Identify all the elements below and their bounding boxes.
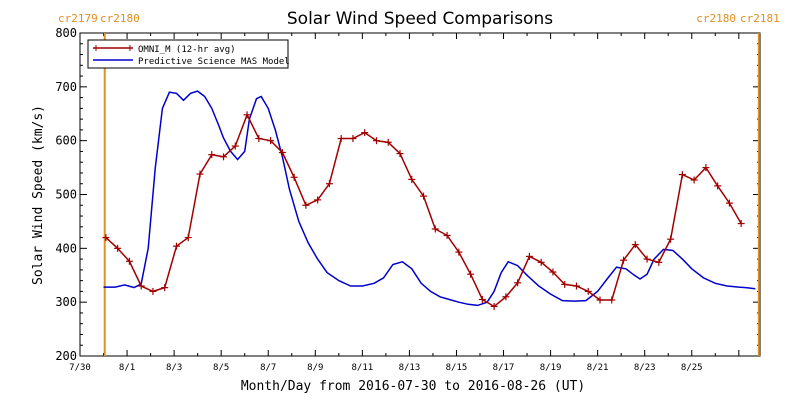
data-point-marker bbox=[337, 135, 345, 143]
data-point-marker bbox=[208, 151, 216, 159]
data-point-marker bbox=[561, 280, 569, 288]
y-tick-label: 600 bbox=[55, 134, 77, 148]
data-point-marker bbox=[620, 256, 628, 264]
data-point-marker bbox=[655, 258, 663, 266]
data-point-marker bbox=[690, 176, 698, 184]
data-point-marker bbox=[396, 150, 404, 158]
data-point-marker bbox=[384, 138, 392, 146]
data-point-marker bbox=[514, 279, 522, 287]
y-tick-label: 200 bbox=[55, 349, 77, 363]
data-point-marker bbox=[267, 137, 275, 145]
x-tick-label: 8/25 bbox=[681, 363, 703, 373]
data-point-marker bbox=[420, 192, 428, 200]
data-point-marker bbox=[255, 135, 263, 143]
y-tick-label: 400 bbox=[55, 241, 77, 255]
x-tick-label: 8/13 bbox=[399, 363, 421, 373]
data-point-marker bbox=[184, 234, 192, 242]
carrington-label: cr2180 bbox=[100, 12, 140, 25]
x-tick-label: 7/30 bbox=[69, 363, 91, 373]
data-point-marker bbox=[678, 171, 686, 179]
x-axis-label: Month/Day from 2016-07-30 to 2016-08-26 … bbox=[241, 379, 585, 394]
data-point-marker bbox=[725, 199, 733, 207]
data-point-marker bbox=[631, 241, 639, 249]
y-tick-label: 500 bbox=[55, 188, 77, 202]
carrington-label: cr2179 bbox=[58, 12, 98, 25]
data-point-marker bbox=[525, 252, 533, 260]
data-point-marker bbox=[278, 149, 286, 157]
data-point-marker bbox=[137, 282, 145, 290]
data-point-marker bbox=[372, 137, 380, 145]
chart-title: Solar Wind Speed Comparisons bbox=[287, 9, 553, 29]
x-tick-label: 8/15 bbox=[446, 363, 468, 373]
data-point-marker bbox=[361, 129, 369, 137]
data-point-marker bbox=[172, 242, 180, 250]
y-tick-label: 800 bbox=[55, 26, 77, 40]
data-point-marker bbox=[125, 257, 133, 265]
data-point-marker bbox=[196, 170, 204, 178]
x-tick-label: 8/17 bbox=[493, 363, 515, 373]
x-tick-label: 8/23 bbox=[634, 363, 656, 373]
data-point-marker bbox=[596, 296, 604, 304]
carrington-label: cr2181 bbox=[740, 12, 780, 25]
data-point-marker bbox=[325, 180, 333, 188]
x-tick-label: 8/11 bbox=[352, 363, 374, 373]
x-tick-label: 8/5 bbox=[213, 363, 229, 373]
data-point-marker bbox=[737, 220, 745, 228]
series-line-omni bbox=[105, 112, 742, 308]
y-tick-label: 700 bbox=[55, 80, 77, 94]
legend-box bbox=[87, 39, 289, 69]
data-point-marker bbox=[431, 225, 439, 233]
data-point-marker bbox=[161, 284, 169, 292]
data-point-marker bbox=[490, 302, 498, 310]
plot-frame bbox=[79, 32, 761, 357]
data-point-marker bbox=[349, 135, 357, 143]
data-point-marker bbox=[537, 258, 545, 266]
data-point-marker bbox=[302, 201, 310, 209]
data-point-marker bbox=[443, 231, 451, 239]
data-point-marker bbox=[478, 295, 486, 303]
data-point-marker bbox=[114, 244, 122, 252]
data-point-marker bbox=[102, 234, 110, 242]
x-tick-label: 8/9 bbox=[307, 363, 323, 373]
data-point-marker bbox=[714, 182, 722, 190]
data-point-marker bbox=[314, 196, 322, 204]
x-tick-label: 8/7 bbox=[260, 363, 276, 373]
data-point-marker bbox=[667, 235, 675, 243]
legend-entry: OMNI_M (12-hr avg) bbox=[138, 45, 236, 55]
data-point-marker bbox=[408, 175, 416, 183]
data-point-marker bbox=[643, 255, 651, 263]
data-point-marker bbox=[584, 287, 592, 295]
data-point-marker bbox=[149, 287, 157, 295]
series-line-mas bbox=[103, 90, 756, 307]
data-point-marker bbox=[220, 153, 228, 161]
data-point-marker bbox=[702, 164, 710, 172]
data-point-marker bbox=[608, 296, 616, 304]
plot-area: 200 300 400 500 600 700 800 7/30 8/1 8/3 8/5 8/7 8/9… bbox=[55, 12, 779, 373]
x-tick-label: 8/21 bbox=[587, 363, 609, 373]
data-point-marker bbox=[549, 268, 557, 276]
x-tick-label: 8/1 bbox=[119, 363, 135, 373]
legend-entry: Predictive Science MAS Model bbox=[138, 57, 290, 67]
data-point-marker bbox=[455, 248, 463, 256]
x-tick-label: 8/3 bbox=[166, 363, 182, 373]
y-axis-label: Solar Wind Speed (km/s) bbox=[31, 105, 46, 285]
data-point-marker bbox=[290, 173, 298, 181]
carrington-label: cr2180 bbox=[696, 12, 736, 25]
legend: OMNI_M (12-hr avg) Predictive Science MAS… bbox=[87, 39, 290, 69]
x-tick-label: 8/19 bbox=[540, 363, 562, 373]
data-point-marker bbox=[231, 142, 239, 150]
data-point-marker bbox=[243, 111, 251, 119]
data-point-marker bbox=[572, 282, 580, 290]
data-point-marker bbox=[467, 270, 475, 278]
data-point-marker bbox=[502, 293, 510, 301]
y-tick-label: 300 bbox=[55, 295, 77, 309]
